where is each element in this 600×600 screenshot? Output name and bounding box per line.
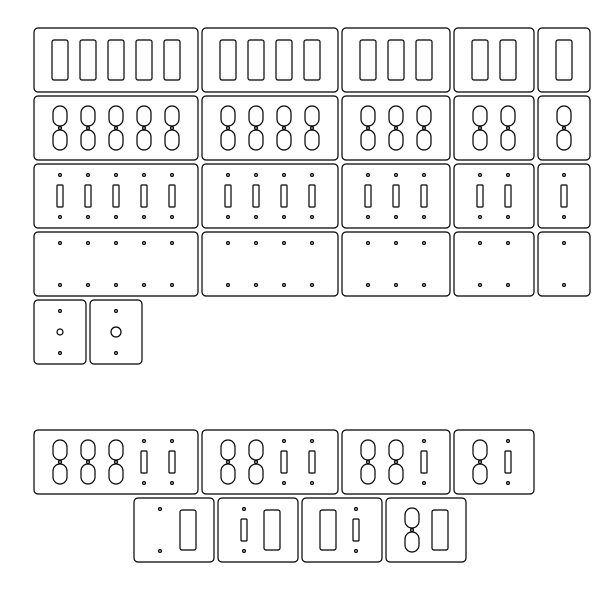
wall-plate	[342, 164, 450, 228]
wall-plate	[538, 232, 590, 296]
wall-plate	[202, 232, 338, 296]
wall-plate	[34, 430, 198, 494]
wall-plate	[454, 430, 534, 494]
wall-plate	[34, 232, 198, 296]
wall-plate	[342, 96, 450, 160]
wall-plate	[90, 300, 142, 364]
wall-plate	[202, 164, 338, 228]
wall-plate	[454, 96, 534, 160]
wall-plate	[202, 96, 338, 160]
wall-plate	[34, 164, 198, 228]
wall-plate	[538, 96, 590, 160]
wall-plate	[454, 28, 534, 92]
wall-plate	[34, 300, 86, 364]
wall-plate	[538, 164, 590, 228]
wall-plate	[454, 164, 534, 228]
wall-plate	[34, 28, 198, 92]
wall-plate	[538, 28, 590, 92]
wall-plate	[134, 498, 214, 562]
wall-plate	[386, 498, 466, 562]
wall-plate	[342, 430, 450, 494]
wall-plate	[342, 28, 450, 92]
wall-plate	[454, 232, 534, 296]
wallplate-diagram	[0, 0, 600, 600]
wall-plate	[202, 430, 338, 494]
wall-plate	[202, 28, 338, 92]
wall-plate	[218, 498, 298, 562]
wall-plate	[302, 498, 382, 562]
wall-plate	[34, 96, 198, 160]
wall-plate	[342, 232, 450, 296]
